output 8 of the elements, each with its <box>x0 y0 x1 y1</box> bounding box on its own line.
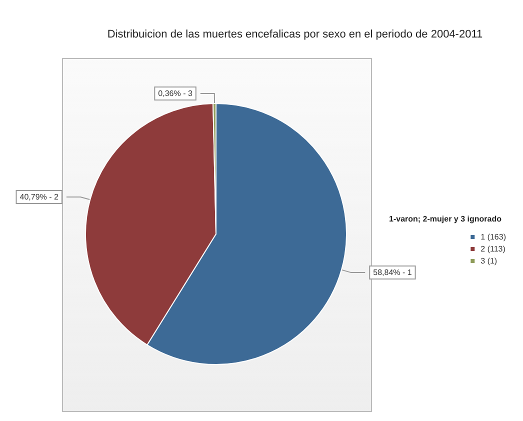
legend-label: 1 (163) <box>480 232 506 242</box>
data-label: 0,36% - 3 <box>158 89 193 98</box>
data-label: 40,79% - 2 <box>20 192 59 202</box>
legend-label: 2 (113) <box>480 244 506 254</box>
legend-label: 3 (1) <box>480 256 498 266</box>
chart-title: Distribuicion de las muertes encefalicas por sexo en el periodo de 2004-2011 <box>107 28 483 40</box>
data-label: 58,84% - 1 <box>373 268 412 278</box>
legend-title: 1-varon; 2-mujer y 3 ignorado <box>389 214 502 224</box>
